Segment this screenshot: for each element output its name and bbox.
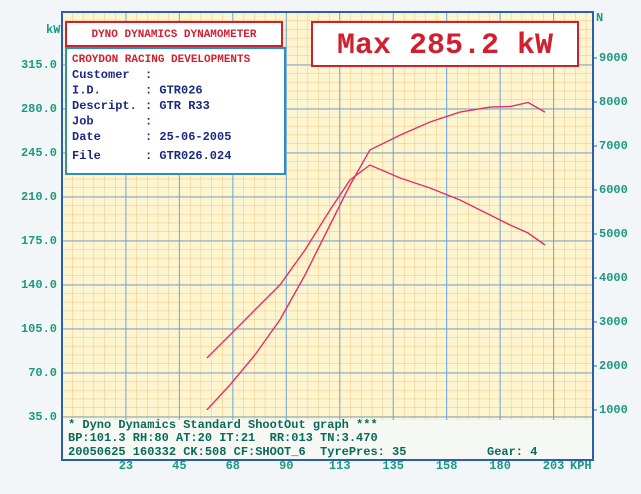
footer-text: * Dyno Dynamics Standard ShootOut graph … <box>68 418 378 432</box>
info-label: Customer <box>72 68 130 82</box>
x-tick-label: 203 <box>543 459 565 473</box>
data-line <box>206 164 546 359</box>
info-label: Job <box>72 114 94 128</box>
y2-tick-label: 5000 <box>599 227 628 241</box>
y-tick-label: 315.0 <box>21 58 57 72</box>
footer-text: Gear: 4 <box>487 445 537 459</box>
info-value: : <box>145 114 152 128</box>
max-box <box>311 21 579 67</box>
y-tick-label: 175.0 <box>21 234 57 248</box>
y2-tick-label: 2000 <box>599 359 628 373</box>
info-label: I.D. <box>72 84 101 98</box>
y2-axis-label: N <box>596 11 603 25</box>
y-tick-label: 280.0 <box>21 102 57 116</box>
info-box <box>65 47 286 175</box>
y2-tick-label: 3000 <box>599 315 628 329</box>
y2-tick-label: 4000 <box>599 271 628 285</box>
y2-tick-label: 9000 <box>599 51 628 65</box>
y-tick-label: 140.0 <box>21 278 57 292</box>
y-axis-label: kW <box>46 23 61 37</box>
x-axis-label: KPH <box>570 459 592 473</box>
info-label: File <box>72 149 101 163</box>
footer-area <box>62 420 593 460</box>
y-tick-label: 35.0 <box>28 410 57 424</box>
x-tick-label: 23 <box>119 459 133 473</box>
y-tick-label: 105.0 <box>21 322 57 336</box>
title-box <box>65 21 283 47</box>
info-value: : GTR R33 <box>145 99 210 113</box>
x-tick-label: 158 <box>436 459 458 473</box>
x-tick-label: 180 <box>489 459 511 473</box>
info-value: : <box>145 68 152 82</box>
data-line <box>206 101 546 411</box>
info-value: : GTR026.024 <box>145 149 231 163</box>
x-tick-label: 113 <box>329 459 351 473</box>
info-label: Descript. <box>72 99 137 113</box>
y-tick-label: 210.0 <box>21 190 57 204</box>
y2-tick-label: 1000 <box>599 403 628 417</box>
frame <box>61 11 594 461</box>
y2-tick-label: 8000 <box>599 95 628 109</box>
info-label: Date <box>72 130 101 144</box>
y2-tick-label: 6000 <box>599 183 628 197</box>
x-tick-label: 135 <box>382 459 404 473</box>
chart-title: DYNO DYNAMICS DYNAMOMETER <box>91 29 256 41</box>
max-annotation: Max 285.2 kW <box>337 29 553 63</box>
x-tick-label: 45 <box>172 459 186 473</box>
footer-text: 20050625 160332 CK:508 CF:SHOOT_6 TyrePr… <box>68 445 406 459</box>
footer-text: BP:101.3 RH:80 AT:20 IT:21 RR:013 TN:3.4… <box>68 431 378 445</box>
info-value: : GTR026 <box>145 84 203 98</box>
info-heading: CROYDON RACING DEVELOPMENTS <box>72 54 251 66</box>
y-tick-label: 245.0 <box>21 146 57 160</box>
x-tick-label: 90 <box>279 459 293 473</box>
y2-tick-label: 7000 <box>599 139 628 153</box>
y-tick-label: 70.0 <box>28 366 57 380</box>
info-value: : 25-06-2005 <box>145 130 231 144</box>
x-tick-label: 68 <box>226 459 240 473</box>
